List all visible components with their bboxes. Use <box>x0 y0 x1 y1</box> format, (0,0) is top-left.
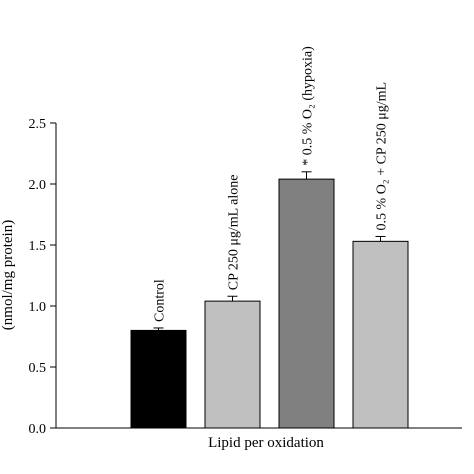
y-axis-label: (nmol/mg protein) <box>0 220 16 330</box>
bar-category-label: * 0.5 % O₂ (hypoxia) <box>301 46 316 166</box>
y-tick-label: 2.0 <box>29 178 47 193</box>
y-tick-label: 0.5 <box>29 361 47 376</box>
y-tick-label: 0.0 <box>29 422 47 437</box>
bar-category-label: Control <box>153 279 168 322</box>
bar <box>278 178 335 429</box>
y-tick-label: 1.5 <box>29 239 47 254</box>
bar-category-label: 0.5 % O₂ + CP 250 μg/mL <box>375 82 390 231</box>
x-axis: Lipid per oxidation <box>56 427 462 451</box>
bar <box>204 300 261 429</box>
y-tick-label: 2.5 <box>29 117 47 132</box>
bar-labels-group: Control CP 250 μg/mL alone * 0.5 % O₂ (hyp… <box>153 46 390 322</box>
bars-group <box>130 171 409 429</box>
bar-category-label: CP 250 μg/mL alone <box>227 174 242 290</box>
y-tick-label: 1.0 <box>29 300 47 315</box>
y-ticks: 0.0 0.5 1.0 1.5 2.0 2.5 <box>29 117 56 437</box>
bar <box>130 329 187 429</box>
x-axis-label: Lipid per oxidation <box>208 435 324 451</box>
y-axis: 0.0 0.5 1.0 1.5 2.0 2.5 (nmol/mg protein) <box>0 117 57 437</box>
bar <box>352 240 409 429</box>
